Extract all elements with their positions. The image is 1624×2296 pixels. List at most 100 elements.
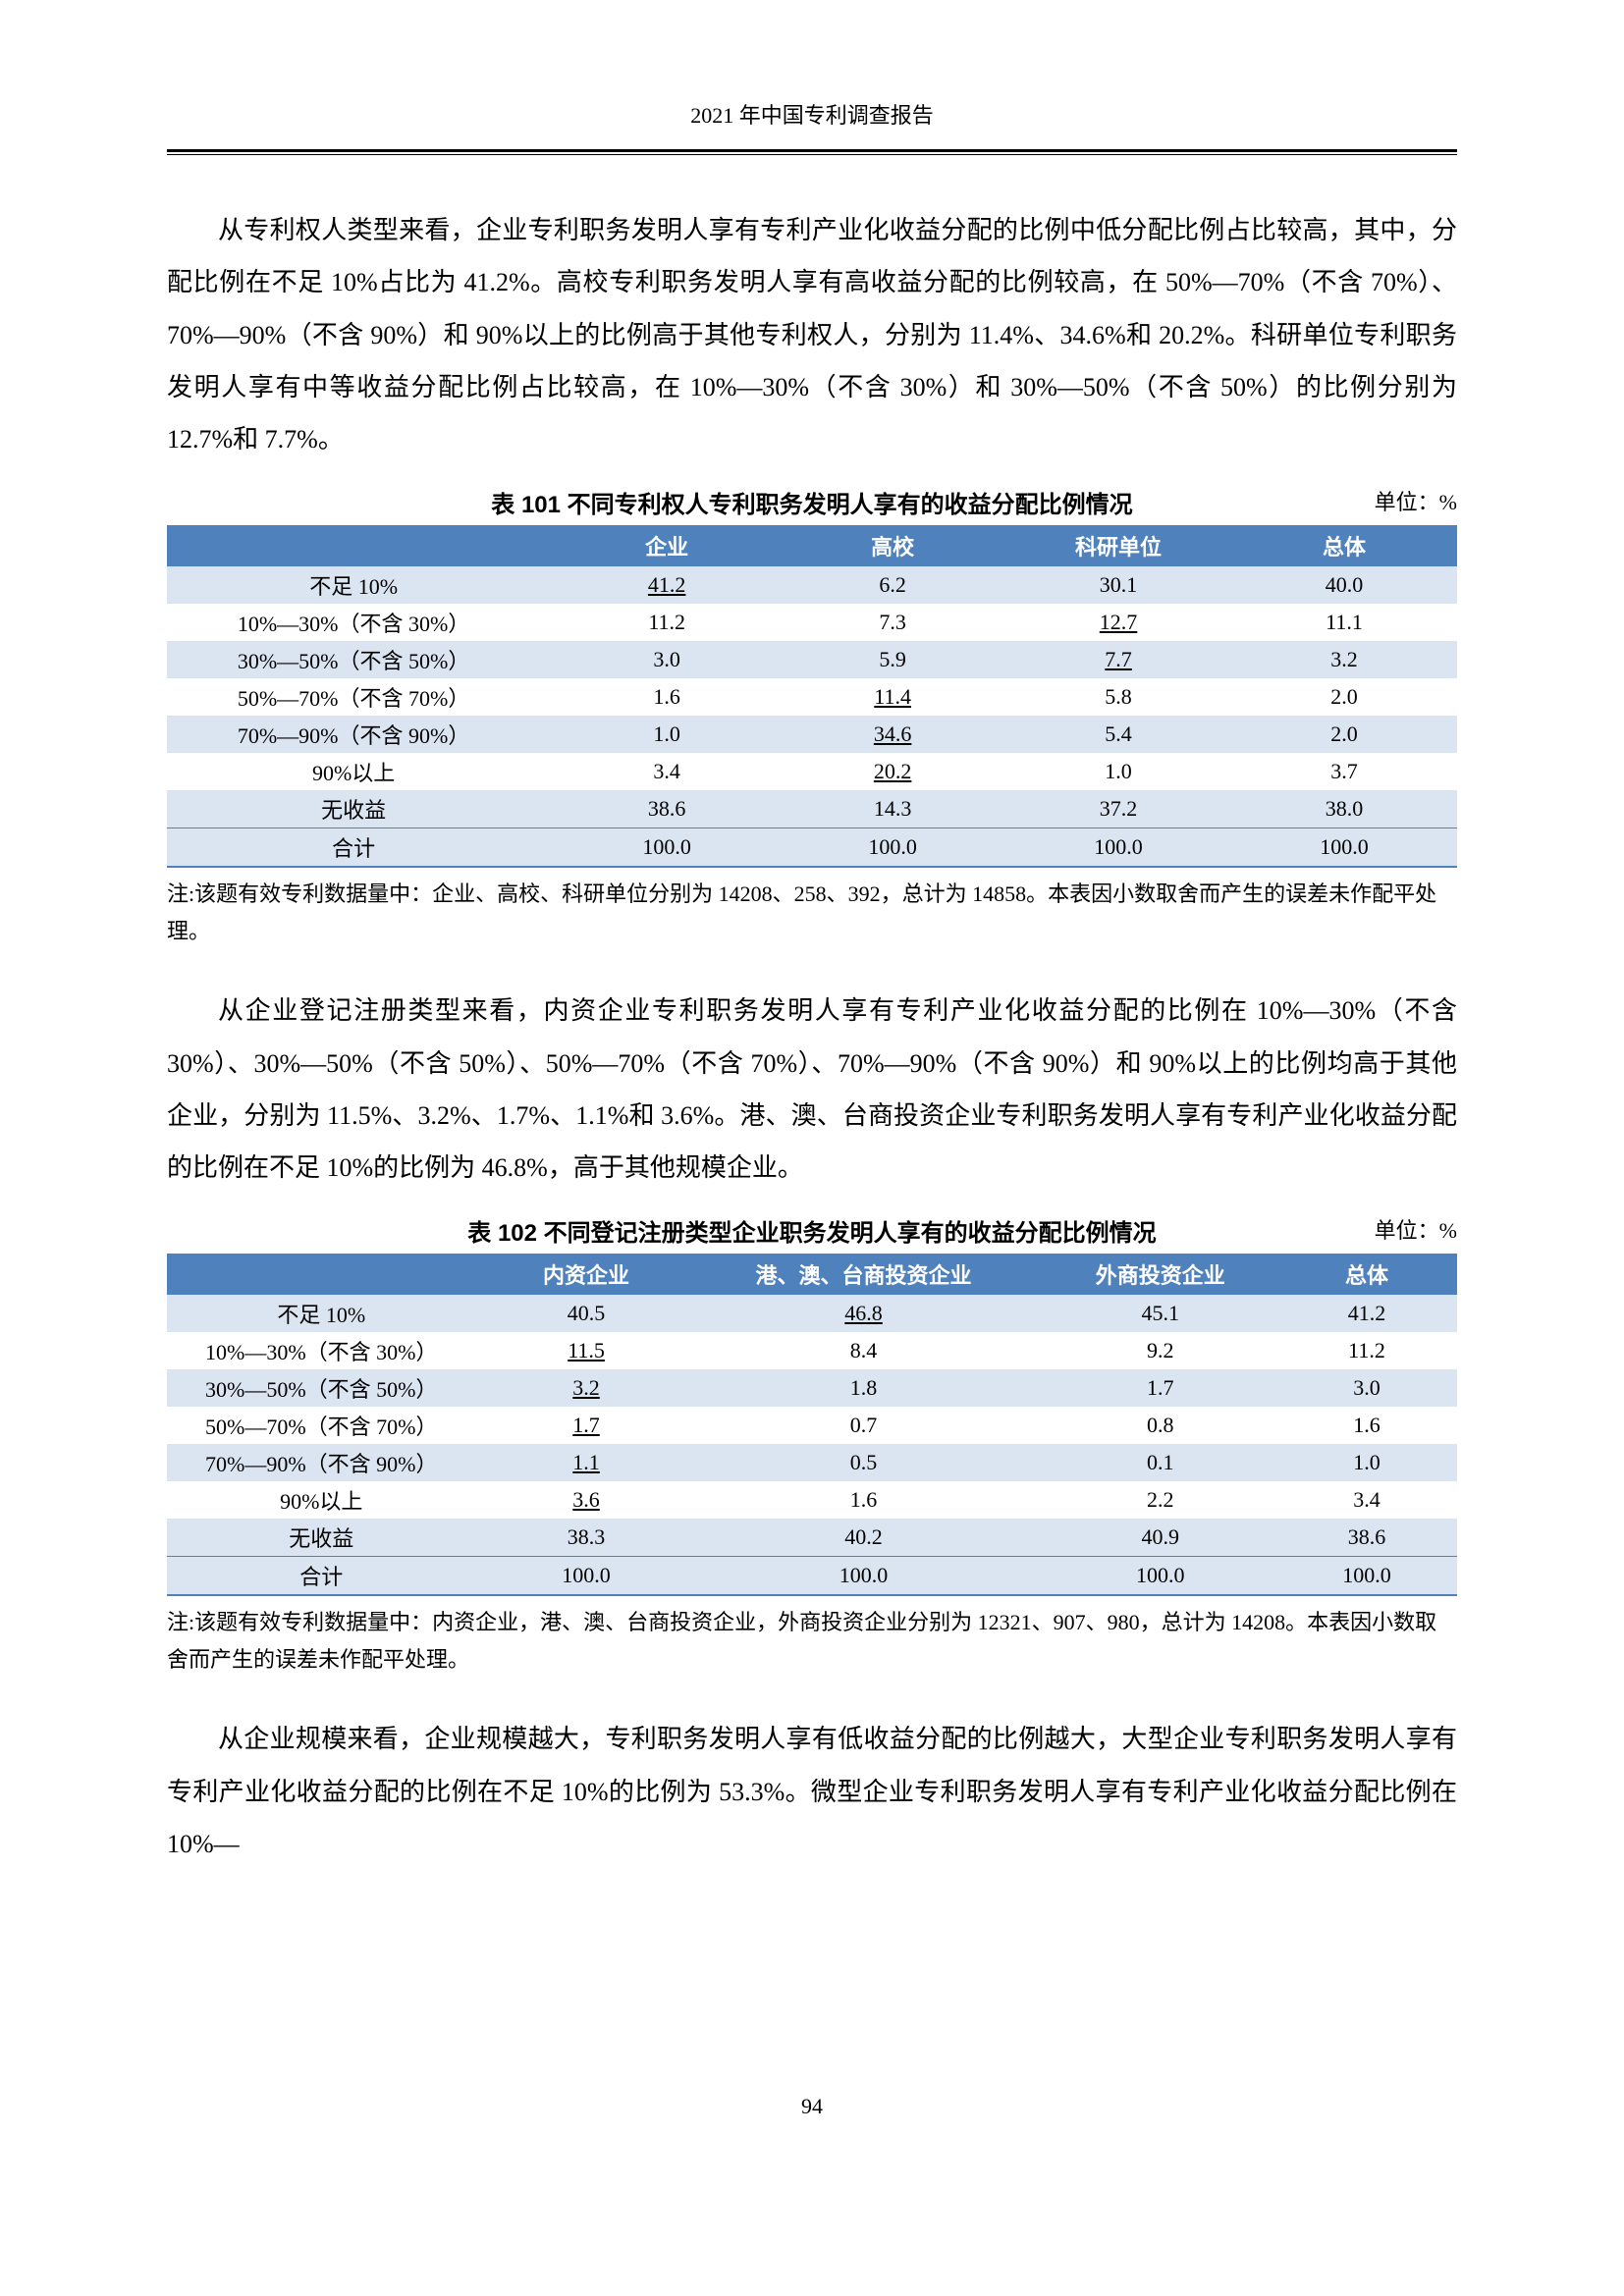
table-row: 90%以上3.420.21.03.7 [167, 753, 1457, 790]
row-label: 30%—50%（不含 50%） [167, 641, 554, 678]
table-cell: 38.6 [554, 790, 780, 828]
table-cell: 100.0 [1005, 828, 1231, 868]
table-cell: 40.0 [1231, 565, 1457, 604]
table-cell: 3.0 [554, 641, 780, 678]
table-cell: 1.6 [683, 1481, 1045, 1519]
document-title: 2021 年中国专利调查报告 [690, 103, 934, 128]
table-cell: 1.0 [554, 716, 780, 753]
table-header-cell: 总体 [1231, 526, 1457, 565]
row-label: 90%以上 [167, 753, 554, 790]
table-cell: 1.1 [490, 1444, 683, 1481]
row-label: 合计 [167, 828, 554, 868]
table-cell: 100.0 [490, 1557, 683, 1596]
row-label: 70%—90%（不含 90%） [167, 716, 554, 753]
table-cell: 30.1 [1005, 565, 1231, 604]
table-cell: 3.4 [554, 753, 780, 790]
table-102-title-row: 表 102 不同登记注册类型企业职务发明人享有的收益分配比例情况 单位：% [167, 1213, 1457, 1248]
table-cell: 1.6 [554, 678, 780, 716]
table-cell: 45.1 [1045, 1294, 1277, 1332]
row-label: 50%—70%（不含 70%） [167, 1407, 490, 1444]
row-label: 10%—30%（不含 30%） [167, 1332, 490, 1369]
table-102-note: 注:该题有效专利数据量中：内资企业，港、澳、台商投资企业，外商投资企业分别为 1… [167, 1604, 1457, 1678]
table-cell: 38.6 [1276, 1519, 1457, 1557]
table-cell: 100.0 [1231, 828, 1457, 868]
table-cell: 20.2 [780, 753, 1005, 790]
table-101-title: 表 101 不同专利权人专利职务发明人享有的收益分配比例情况 [491, 485, 1132, 519]
table-row: 无收益38.614.337.238.0 [167, 790, 1457, 828]
table-cell: 3.6 [490, 1481, 683, 1519]
paragraph-2: 从企业登记注册类型来看，内资企业专利职务发明人享有专利产业化收益分配的比例在 1… [167, 985, 1457, 1194]
table-102-unit: 单位：% [1375, 1213, 1457, 1245]
table-cell: 3.2 [490, 1369, 683, 1407]
table-cell: 3.7 [1231, 753, 1457, 790]
table-row: 50%—70%（不含 70%）1.611.45.82.0 [167, 678, 1457, 716]
table-row: 50%—70%（不含 70%）1.70.70.81.6 [167, 1407, 1457, 1444]
table-cell: 40.5 [490, 1294, 683, 1332]
table-cell: 40.2 [683, 1519, 1045, 1557]
page-header: 2021 年中国专利调查报告 [167, 98, 1457, 141]
table-row: 无收益38.340.240.938.6 [167, 1519, 1457, 1557]
table-cell: 100.0 [1276, 1557, 1457, 1596]
table-cell: 8.4 [683, 1332, 1045, 1369]
table-cell: 1.8 [683, 1369, 1045, 1407]
table-row: 70%—90%（不含 90%）1.10.50.11.0 [167, 1444, 1457, 1481]
row-label: 50%—70%（不含 70%） [167, 678, 554, 716]
table-cell: 6.2 [780, 565, 1005, 604]
table-header-cell [167, 526, 554, 565]
table-cell: 2.2 [1045, 1481, 1277, 1519]
row-label: 10%—30%（不含 30%） [167, 604, 554, 641]
table-cell: 0.8 [1045, 1407, 1277, 1444]
table-cell: 100.0 [780, 828, 1005, 868]
table-cell: 0.5 [683, 1444, 1045, 1481]
table-header-cell [167, 1255, 490, 1294]
table-cell: 5.9 [780, 641, 1005, 678]
table-cell: 9.2 [1045, 1332, 1277, 1369]
paragraph-3: 从企业规模来看，企业规模越大，专利职务发明人享有低收益分配的比例越大，大型企业专… [167, 1713, 1457, 1870]
table-cell: 100.0 [683, 1557, 1045, 1596]
table-row: 不足 10%41.26.230.140.0 [167, 565, 1457, 604]
table-cell: 3.4 [1276, 1481, 1457, 1519]
row-label: 无收益 [167, 1519, 490, 1557]
table-header-cell: 外商投资企业 [1045, 1255, 1277, 1294]
table-header-cell: 总体 [1276, 1255, 1457, 1294]
row-label: 70%—90%（不含 90%） [167, 1444, 490, 1481]
table-cell: 0.1 [1045, 1444, 1277, 1481]
row-label: 不足 10% [167, 1294, 490, 1332]
row-label: 不足 10% [167, 565, 554, 604]
table-header-cell: 高校 [780, 526, 1005, 565]
row-label: 90%以上 [167, 1481, 490, 1519]
table-row: 10%—30%（不含 30%）11.58.49.211.2 [167, 1332, 1457, 1369]
header-rule [167, 149, 1457, 155]
table-row: 30%—50%（不含 50%）3.21.81.73.0 [167, 1369, 1457, 1407]
paragraph-1: 从专利权人类型来看，企业专利职务发明人享有专利产业化收益分配的比例中低分配比例占… [167, 204, 1457, 465]
table-cell: 1.7 [490, 1407, 683, 1444]
table-101-note: 注:该题有效专利数据量中：企业、高校、科研单位分别为 14208、258、392… [167, 876, 1457, 949]
table-cell: 2.0 [1231, 678, 1457, 716]
table-cell: 46.8 [683, 1294, 1045, 1332]
table-101-title-row: 表 101 不同专利权人专利职务发明人享有的收益分配比例情况 单位：% [167, 485, 1457, 519]
row-label: 无收益 [167, 790, 554, 828]
table-101: 企业高校科研单位总体不足 10%41.26.230.140.010%—30%（不… [167, 525, 1457, 868]
table-cell: 0.7 [683, 1407, 1045, 1444]
table-cell: 11.5 [490, 1332, 683, 1369]
row-label: 30%—50%（不含 50%） [167, 1369, 490, 1407]
table-cell: 7.7 [1005, 641, 1231, 678]
table-cell: 38.3 [490, 1519, 683, 1557]
table-row: 70%—90%（不含 90%）1.034.65.42.0 [167, 716, 1457, 753]
table-cell: 11.4 [780, 678, 1005, 716]
table-cell: 5.8 [1005, 678, 1231, 716]
table-cell: 37.2 [1005, 790, 1231, 828]
table-cell: 1.0 [1005, 753, 1231, 790]
table-cell: 5.4 [1005, 716, 1231, 753]
table-cell: 11.2 [554, 604, 780, 641]
table-cell: 2.0 [1231, 716, 1457, 753]
table-cell: 14.3 [780, 790, 1005, 828]
table-cell: 41.2 [554, 565, 780, 604]
page-number: 94 [167, 2094, 1457, 2119]
table-cell: 100.0 [554, 828, 780, 868]
table-cell: 100.0 [1045, 1557, 1277, 1596]
table-header-cell: 企业 [554, 526, 780, 565]
table-102: 内资企业港、澳、台商投资企业外商投资企业总体不足 10%40.546.845.1… [167, 1254, 1457, 1596]
table-cell: 38.0 [1231, 790, 1457, 828]
table-row: 不足 10%40.546.845.141.2 [167, 1294, 1457, 1332]
